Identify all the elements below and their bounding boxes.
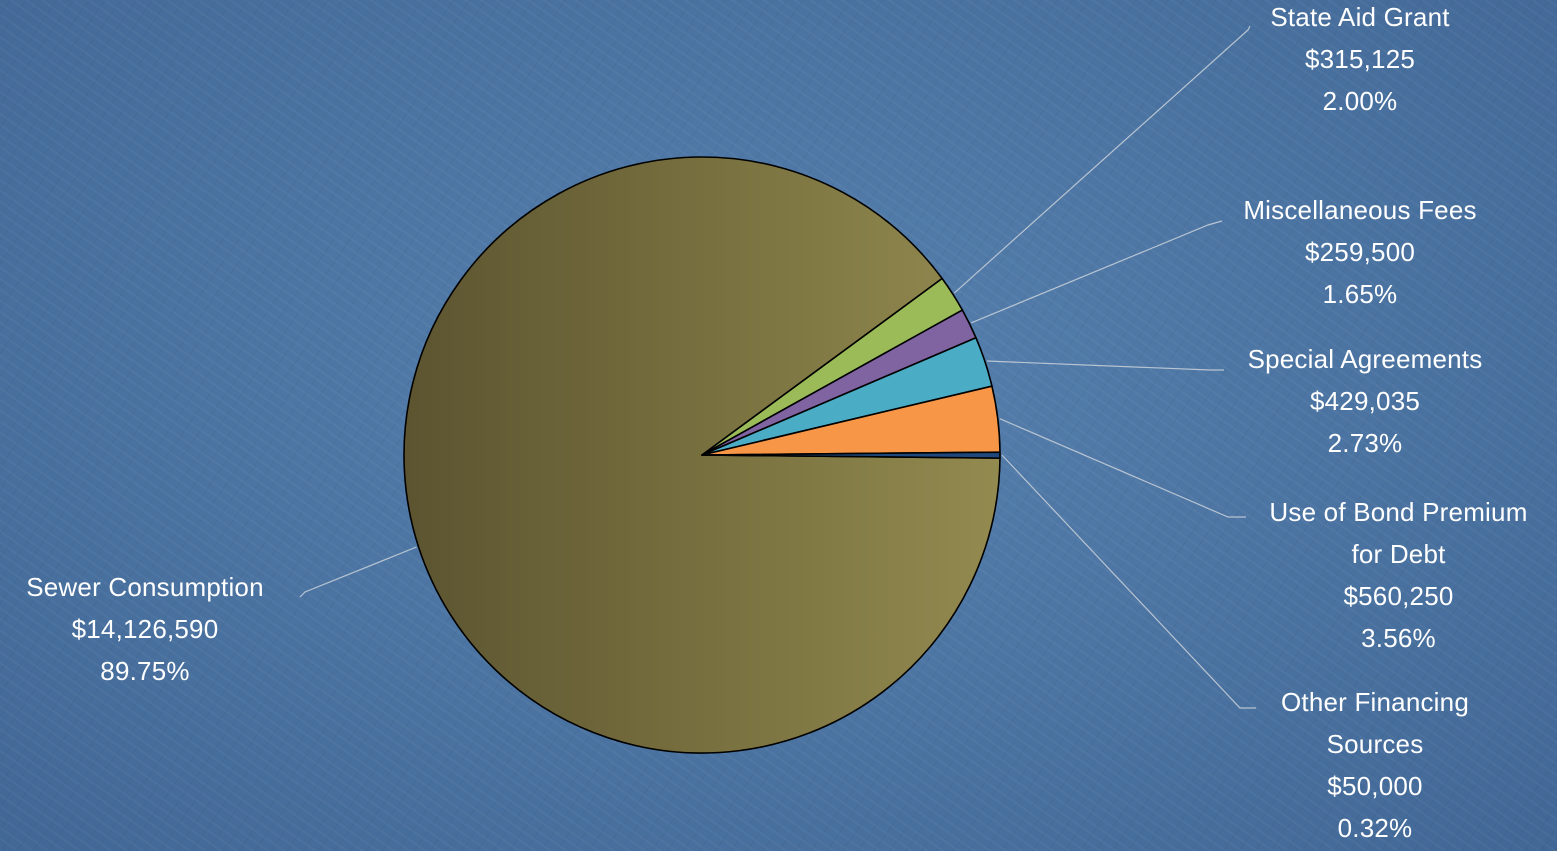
label-name: Special Agreements	[1247, 344, 1483, 374]
label-value: $50,000	[1327, 771, 1423, 801]
label-other-financing-sources: Other Financing Sources $50,000 0.32%	[1225, 681, 1525, 849]
leader-line-sewer-consumption	[299, 546, 417, 598]
pie-slices	[403, 156, 1001, 754]
leader-line-miscellaneous-fees	[971, 220, 1223, 324]
leader-line-use-of-bond-premium	[999, 418, 1246, 518]
label-use-of-bond-premium: Use of Bond Premium for Debt $560,250 3.…	[1240, 491, 1557, 659]
label-state-aid-grant: State Aid Grant $315,125 2.00%	[1210, 0, 1510, 122]
label-name-line-2: for Debt	[1351, 539, 1446, 569]
label-percent: 0.32%	[1337, 813, 1413, 843]
label-percent: 1.65%	[1322, 279, 1398, 309]
label-percent: 2.73%	[1327, 428, 1403, 458]
label-value: $259,500	[1304, 237, 1416, 267]
label-value: $429,035	[1309, 386, 1421, 416]
label-percent: 3.56%	[1361, 623, 1436, 653]
label-name-line-1: Use of Bond Premium	[1269, 497, 1528, 527]
label-name: Miscellaneous Fees	[1243, 195, 1477, 225]
label-value: $560,250	[1343, 581, 1454, 611]
label-miscellaneous-fees: Miscellaneous Fees $259,500 1.65%	[1210, 189, 1510, 315]
label-name-line-1: Other Financing	[1281, 687, 1469, 717]
label-percent: 89.75%	[100, 656, 190, 686]
leader-line-other-financing-sources	[1001, 454, 1256, 709]
leader-line-special-agreements	[986, 360, 1224, 371]
label-name: State Aid Grant	[1270, 2, 1450, 32]
label-name-line-2: Sources	[1326, 729, 1424, 759]
label-sewer-consumption: Sewer Consumption $14,126,590 89.75%	[0, 566, 290, 692]
label-name: Sewer Consumption	[26, 572, 264, 602]
label-value: $14,126,590	[71, 614, 219, 644]
slice-other-financing-sources	[701, 451, 1001, 459]
label-value: $315,125	[1304, 44, 1416, 74]
leader-line-state-aid-grant	[953, 25, 1251, 294]
label-special-agreements: Special Agreements $429,035 2.73%	[1210, 338, 1520, 464]
leader-lines	[299, 25, 1256, 709]
label-percent: 2.00%	[1322, 86, 1398, 116]
